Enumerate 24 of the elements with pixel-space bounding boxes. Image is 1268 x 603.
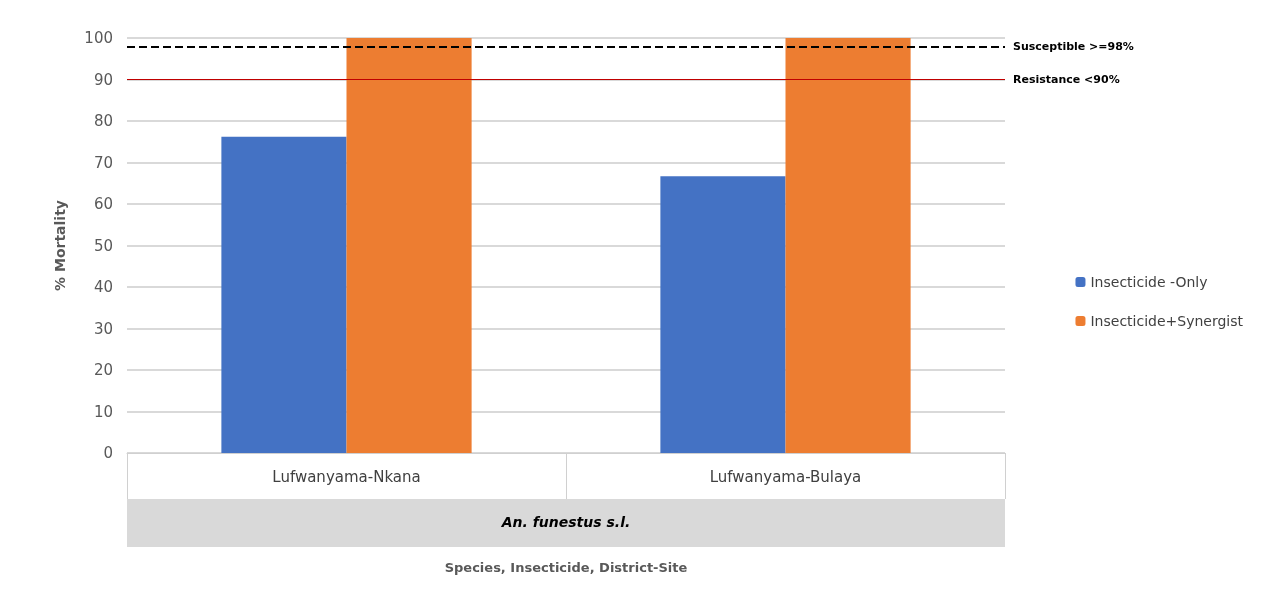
y-tick-label: 60	[93, 195, 113, 213]
ref-line-label: Resistance <90%	[1013, 73, 1120, 86]
legend-label: Insecticide+Synergist	[1090, 313, 1244, 329]
bar	[785, 38, 911, 453]
bar	[221, 136, 347, 453]
y-tick-label: 50	[93, 236, 113, 255]
y-tick-label: 90	[93, 70, 113, 89]
y-tick-label: 30	[93, 319, 113, 338]
y-tick-label: 0	[103, 444, 113, 462]
y-tick-label: 80	[93, 112, 113, 130]
ref-line-label: Susceptible >=98%	[1013, 39, 1134, 53]
y-tick-label: 20	[93, 361, 113, 379]
legend-label: Insecticide -Only	[1090, 274, 1208, 290]
y-tick-label: 100	[84, 29, 113, 47]
y-tick-label: 10	[93, 402, 113, 421]
y-axis-title: % Mortality	[52, 200, 68, 291]
y-tick-label: 70	[93, 153, 113, 172]
text: Species, Insecticide, District-Site	[444, 560, 688, 575]
bar	[346, 38, 472, 453]
y-tick-label: 40	[93, 278, 113, 296]
x-tick-label: Lufwanyama-Bulaya	[709, 467, 862, 486]
x-tick-label: Lufwanyama-Nkana	[272, 467, 421, 486]
text: An. funestus s.l.	[500, 514, 631, 530]
bar	[660, 176, 786, 453]
